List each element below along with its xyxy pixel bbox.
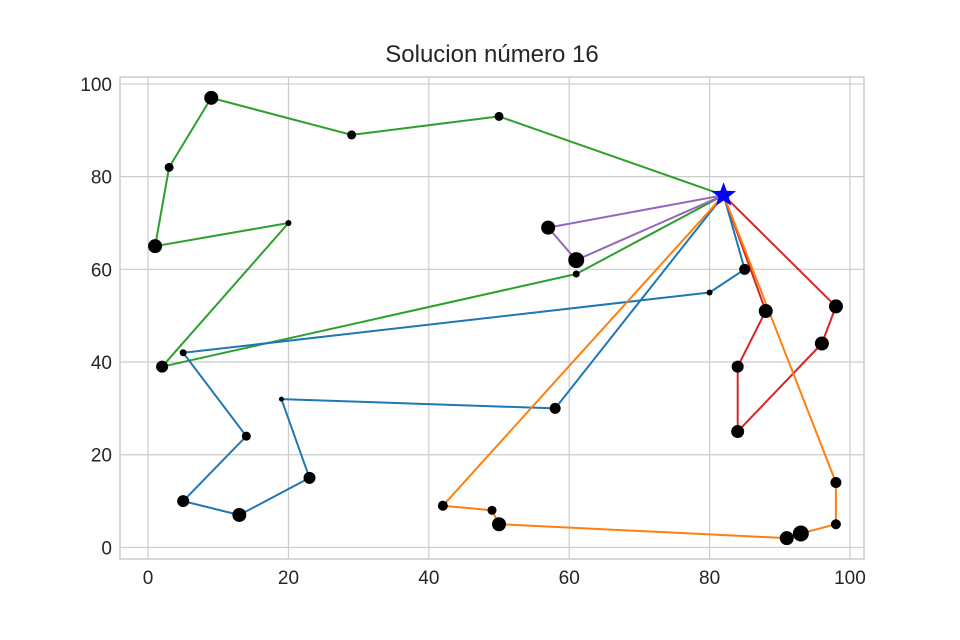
customer-point <box>568 252 585 269</box>
customer-point <box>706 289 713 296</box>
customer-point <box>232 507 247 522</box>
customer-point <box>177 495 190 508</box>
customer-point <box>494 111 504 121</box>
customer-nodes <box>148 90 843 546</box>
customer-point <box>792 525 809 542</box>
customer-point <box>549 402 561 414</box>
customer-point <box>204 90 219 105</box>
customer-point <box>285 219 292 226</box>
y-tick-label: 20 <box>91 446 112 467</box>
customer-point <box>739 263 751 275</box>
y-tick-label: 80 <box>91 168 112 189</box>
customer-point <box>731 425 745 439</box>
x-tick-label: 40 <box>418 568 439 589</box>
customer-point <box>278 396 284 402</box>
customer-point <box>303 471 316 484</box>
y-tick-label: 0 <box>101 538 112 559</box>
x-tick-label: 60 <box>559 568 580 589</box>
y-tick-label: 60 <box>91 260 112 281</box>
depot-marker <box>711 182 736 206</box>
grid-lines <box>120 77 864 559</box>
customer-point <box>437 500 448 511</box>
customer-point <box>731 360 744 373</box>
x-tick-label: 0 <box>143 568 154 589</box>
y-tick-label: 100 <box>80 75 112 96</box>
y-tick-label: 40 <box>91 353 112 374</box>
customer-point <box>758 304 773 319</box>
route-line-1 <box>154 96 725 368</box>
chart-title: Solucion número 16 <box>385 41 598 68</box>
customer-point <box>572 270 580 278</box>
route-line-2 <box>547 194 725 262</box>
customer-point <box>814 336 829 351</box>
customer-point <box>148 239 163 254</box>
customer-point <box>541 220 556 235</box>
customer-point <box>492 517 507 532</box>
x-tick-label: 80 <box>699 568 720 589</box>
customer-point <box>156 360 169 373</box>
customer-point <box>830 477 842 489</box>
customer-point <box>487 505 497 515</box>
tick-labels: 0 20 40 60 80 100 0 20 40 60 80 100 <box>80 75 866 589</box>
customer-point <box>830 519 841 530</box>
customer-point <box>828 299 843 314</box>
customer-point <box>164 162 174 172</box>
depot-star-icon <box>711 182 736 206</box>
customer-point <box>347 130 357 140</box>
customer-point <box>779 531 794 546</box>
x-tick-label: 100 <box>834 568 866 589</box>
x-tick-label: 20 <box>278 568 299 589</box>
customer-point <box>241 431 251 441</box>
customer-point <box>179 349 187 357</box>
